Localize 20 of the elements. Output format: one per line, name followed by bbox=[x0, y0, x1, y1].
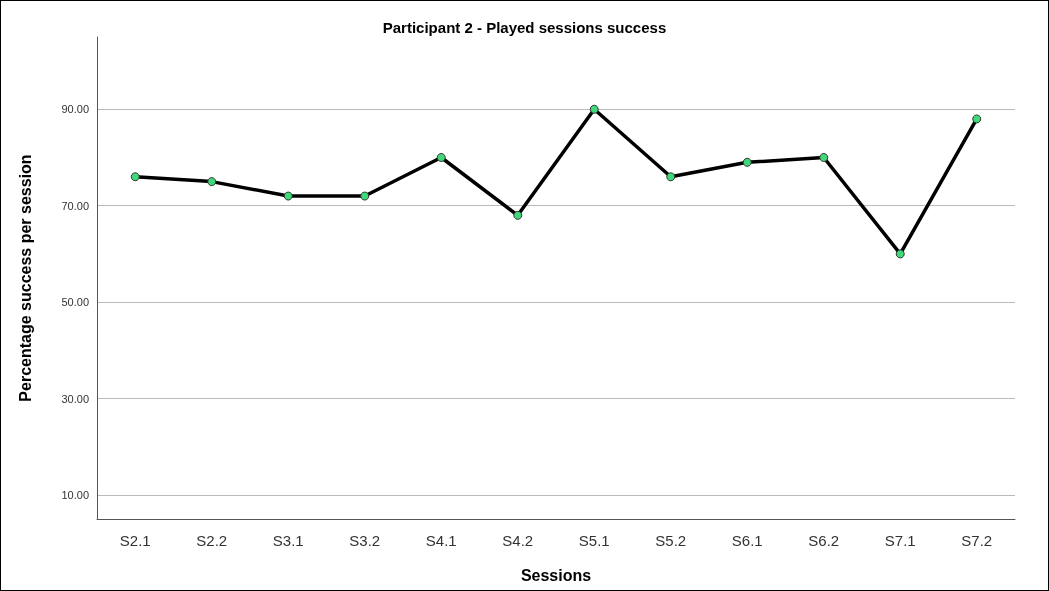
x-tick-label: S7.2 bbox=[961, 532, 993, 549]
y-axis-title: Percentage success per session bbox=[16, 154, 34, 402]
x-tick-label: S5.1 bbox=[578, 532, 610, 549]
y-tick-label: 30.00 bbox=[61, 392, 89, 405]
y-tick-label: 50.00 bbox=[61, 296, 89, 309]
x-tick-label: S6.2 bbox=[808, 532, 840, 549]
x-tick-label: S6.1 bbox=[731, 532, 763, 549]
x-tick-label: S7.1 bbox=[884, 532, 916, 549]
x-axis-title: Sessions bbox=[520, 566, 592, 584]
chart-title: Participant 2 - Played sessions success bbox=[382, 19, 667, 36]
y-tick-label: 70.00 bbox=[61, 199, 89, 212]
x-tick-label: S2.2 bbox=[196, 532, 228, 549]
y-tick-label: 10.00 bbox=[61, 488, 89, 501]
x-tick-label: S4.2 bbox=[502, 532, 534, 549]
x-tick-label: S3.2 bbox=[349, 532, 381, 549]
x-tick-label: S5.2 bbox=[655, 532, 687, 549]
x-tick-label: S3.1 bbox=[272, 532, 304, 549]
y-tick-label: 90.00 bbox=[61, 103, 89, 116]
x-tick-label: S2.1 bbox=[119, 532, 151, 549]
x-tick-label: S4.1 bbox=[425, 532, 457, 549]
